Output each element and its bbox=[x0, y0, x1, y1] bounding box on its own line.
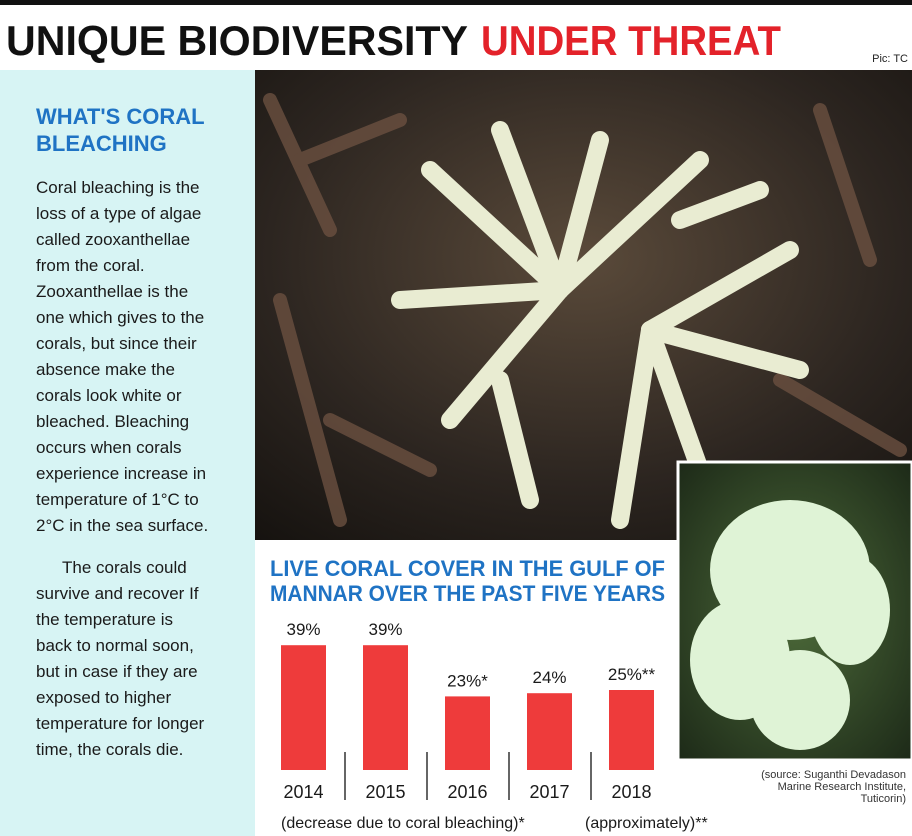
bar bbox=[281, 645, 326, 770]
category-label: 2014 bbox=[283, 782, 323, 802]
sidebar-text: temperature of 1°C to bbox=[36, 490, 199, 509]
title-black: UNIQUE BIODIVERSITY bbox=[6, 17, 468, 64]
footnote: (approximately)** bbox=[585, 815, 708, 832]
sidebar-text: the temperature is bbox=[36, 610, 173, 629]
sidebar-text: exposed to higher bbox=[36, 688, 171, 707]
sidebar-text: but in case if they are bbox=[36, 662, 198, 681]
value-label: 25%** bbox=[608, 665, 656, 684]
value-label: 39% bbox=[286, 620, 320, 639]
source: Tuticorin) bbox=[861, 793, 906, 805]
sidebar-text: occurs when corals bbox=[36, 438, 182, 457]
category-label: 2016 bbox=[447, 782, 487, 802]
sidebar-text: called zooxanthellae bbox=[36, 230, 190, 249]
sidebar-text: The corals could bbox=[62, 558, 187, 577]
sidebar-text: one which gives to the bbox=[36, 308, 204, 327]
sidebar-text: survive and recover If bbox=[36, 584, 199, 603]
sidebar-text: experience increase in bbox=[36, 464, 206, 483]
sidebar bbox=[0, 70, 255, 836]
bar bbox=[609, 690, 654, 770]
chart-title: MANNAR OVER THE PAST FIVE YEARS bbox=[270, 581, 665, 606]
source: Marine Research Institute, bbox=[778, 781, 906, 793]
sidebar-text: absence make the bbox=[36, 360, 175, 379]
sidebar-text: Coral bleaching is the bbox=[36, 178, 199, 197]
bar bbox=[527, 693, 572, 770]
value-label: 39% bbox=[368, 620, 402, 639]
title-red: UNDER THREAT bbox=[481, 17, 781, 64]
sidebar-text: 2°C in the sea surface. bbox=[36, 516, 208, 535]
category-label: 2017 bbox=[529, 782, 569, 802]
sidebar-text: corals look white or bbox=[36, 386, 182, 405]
source: (source: Suganthi Devadason bbox=[761, 769, 906, 781]
coral-photo bbox=[255, 70, 912, 762]
value-label: 24% bbox=[532, 668, 566, 687]
sidebar-heading: BLEACHING bbox=[36, 131, 167, 156]
chart-title: LIVE CORAL COVER IN THE GULF OF bbox=[270, 556, 665, 581]
category-label: 2015 bbox=[365, 782, 405, 802]
category-label: 2018 bbox=[611, 782, 651, 802]
sidebar-text: bleached. Bleaching bbox=[36, 412, 189, 431]
source-panel bbox=[678, 760, 912, 836]
sidebar-text: loss of a type of algae bbox=[36, 204, 201, 223]
sidebar-text: corals, but since their bbox=[36, 334, 197, 353]
sidebar-text: Zooxanthellae is the bbox=[36, 282, 188, 301]
bar bbox=[445, 696, 490, 770]
footnote: (decrease due to coral bleaching)* bbox=[281, 815, 525, 832]
top-rule bbox=[0, 0, 912, 5]
sidebar-heading: WHAT'S CORAL bbox=[36, 104, 205, 129]
sidebar-text: time, the corals die. bbox=[36, 740, 183, 759]
bar bbox=[363, 645, 408, 770]
sidebar-text: from the coral. bbox=[36, 256, 145, 275]
value-label: 23%* bbox=[447, 671, 488, 690]
sidebar-text: back to normal soon, bbox=[36, 636, 194, 655]
credit: Pic: TC bbox=[872, 53, 908, 65]
sidebar-text: temperature for longer bbox=[36, 714, 205, 733]
